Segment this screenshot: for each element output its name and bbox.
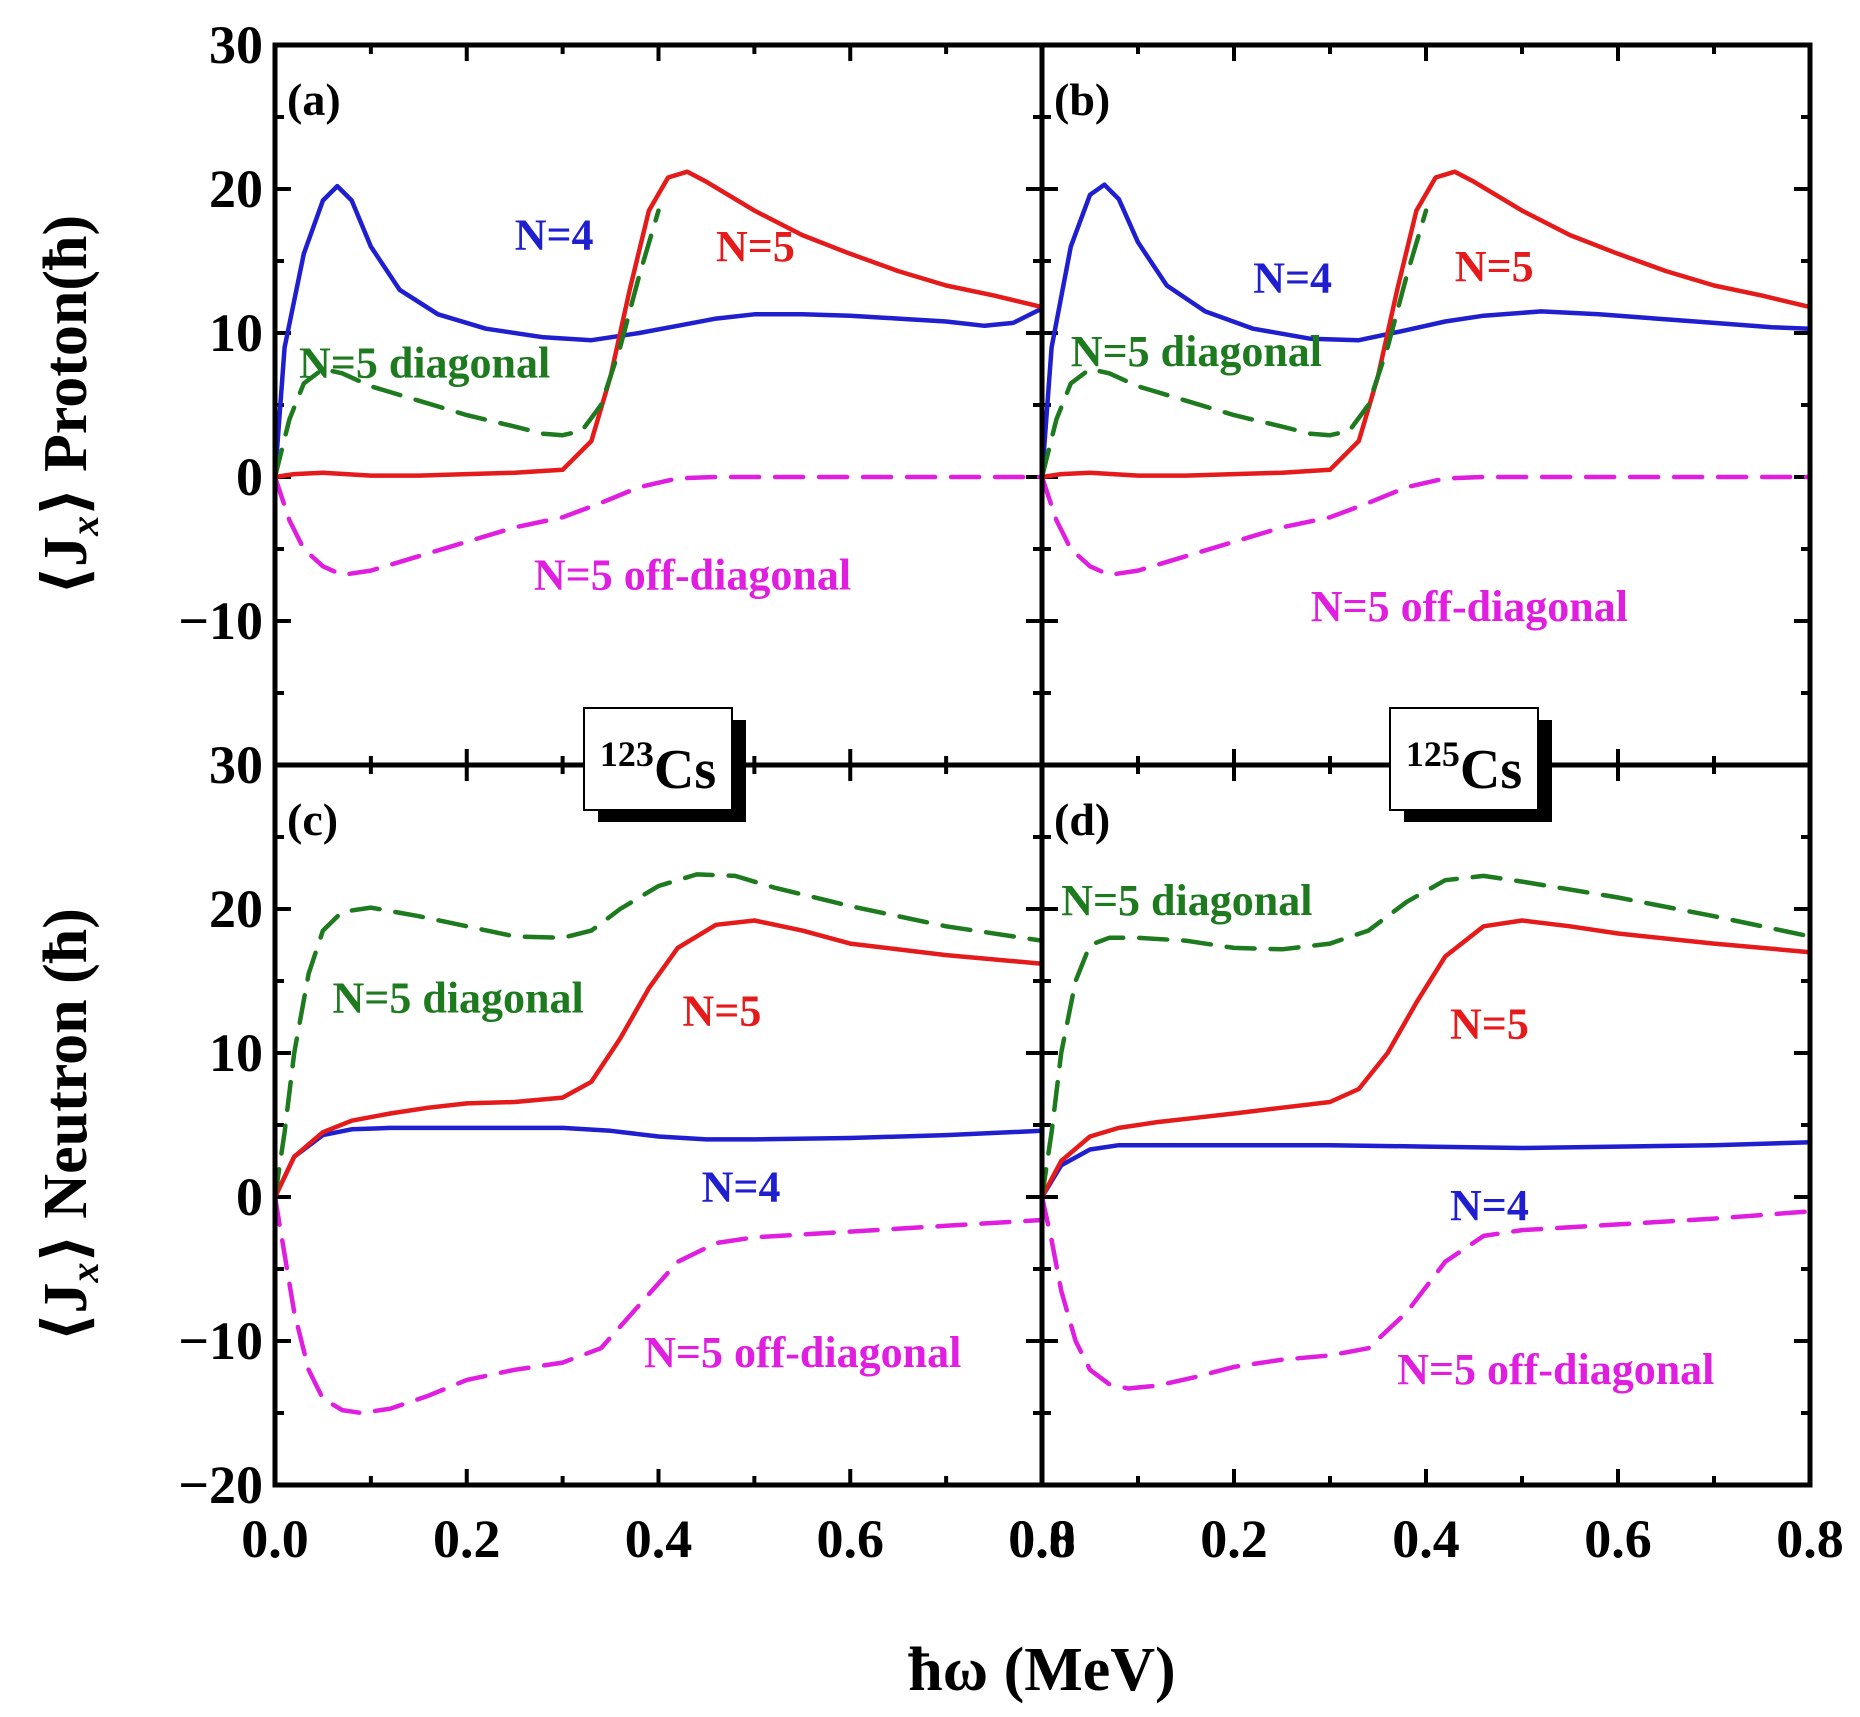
series-label-n-5-a: N=5 — [716, 222, 795, 271]
y-tick-label: −20 — [178, 1455, 263, 1515]
series-line-n-5-d — [1039, 918, 1813, 1200]
series-line-n-4-c — [272, 1125, 1045, 1200]
series-label-n-4-c: N=4 — [702, 1162, 781, 1211]
x-tick-label: 0.0 — [1008, 1509, 1076, 1569]
panels: 30 20 10 0 −10 (a) N=4 N=5 N=5 diagonal N=5 off-d… — [178, 15, 1844, 1569]
y-tick-label: 10 — [209, 1023, 263, 1083]
nucleus-label-123cs: 123Cs — [600, 734, 716, 801]
series-line-n-5-c — [272, 918, 1045, 1200]
x-tick-label: 0.4 — [625, 1509, 693, 1569]
series-label-n-5-off-diagonal-a: N=5 off-diagonal — [534, 550, 851, 599]
series-label-n-5-d: N=5 — [1450, 1000, 1529, 1049]
series-line-n-5-diagonal-b — [1039, 208, 1429, 480]
panel-a: 30 20 10 0 −10 (a) N=4 N=5 N=5 diagonal N=5 off-d… — [178, 15, 1045, 767]
x-tick-label: 0.6 — [817, 1509, 885, 1569]
nucleus-box-125cs: 125Cs — [1389, 707, 1552, 822]
x-tick-label: 0.2 — [1200, 1509, 1268, 1569]
y-tick-label: 30 — [209, 15, 263, 75]
x-axis-title: ħω (MeV) — [908, 1636, 1175, 1704]
series-line-n-5-diagonal-a — [272, 208, 661, 480]
x-tick-label: 0.8 — [1008, 1509, 1076, 1569]
series-label-n-5-diagonal-b: N=5 diagonal — [1071, 327, 1322, 376]
y-tick-label: 10 — [209, 303, 263, 363]
ticks-c — [273, 763, 1044, 1487]
series-label-n-5-b: N=5 — [1455, 242, 1534, 291]
ticks-b — [1040, 43, 1812, 767]
nucleus-box-123cs: 123Cs — [583, 707, 746, 822]
y-tick-label: 20 — [209, 159, 263, 219]
x-tick-label: 0.6 — [1584, 1509, 1652, 1569]
series-line-n-5-b — [1039, 169, 1813, 480]
y-tick-label: 0 — [236, 447, 263, 507]
series-line-n-5-off-diagonal-c — [272, 1194, 1045, 1416]
series-label-n-5-off-diagonal-d: N=5 off-diagonal — [1397, 1345, 1714, 1394]
panel-tag-a: (a) — [287, 74, 341, 125]
series-label-n-5-diagonal-c: N=5 diagonal — [333, 974, 584, 1023]
series-line-n-5-off-diagonal-a — [272, 474, 1045, 578]
x-tick-label: 0.2 — [433, 1509, 501, 1569]
y-tick-label: 20 — [209, 879, 263, 939]
series-line-n-4-a — [272, 183, 1045, 480]
y-tick-label: 0 — [236, 1167, 263, 1227]
panel-d: 0.0 0.2 0.4 0.6 0.8 (d) N=4 N=5 N=5 diagonal N=5 … — [1008, 763, 1844, 1569]
series-line-n-4-b — [1039, 182, 1813, 480]
series-label-n-5-c: N=5 — [682, 987, 761, 1036]
series-line-n-5-off-diagonal-d — [1039, 1194, 1813, 1391]
panel-tag-d: (d) — [1054, 794, 1110, 845]
panel-tag-c: (c) — [287, 794, 338, 845]
series-label-n-5-off-diagonal-c: N=5 off-diagonal — [644, 1328, 961, 1377]
series-label-n-4-d: N=4 — [1450, 1181, 1529, 1230]
ticks-a — [273, 43, 1044, 767]
series-line-n-5-off-diagonal-b — [1039, 474, 1813, 578]
panel-b: (b) N=4 N=5 N=5 diagonal N=5 off-diagonal — [1039, 43, 1813, 767]
nucleus-label-125cs: 125Cs — [1406, 734, 1522, 801]
series-label-n-5-off-diagonal-b: N=5 off-diagonal — [1311, 582, 1628, 631]
x-tick-label: 0.4 — [1392, 1509, 1460, 1569]
series-label-n-5-diagonal-d: N=5 diagonal — [1061, 876, 1312, 925]
x-tick-label: 0.8 — [1776, 1509, 1844, 1569]
panel-tag-b: (b) — [1054, 74, 1110, 125]
series-line-n-5-diagonal-d — [1039, 873, 1813, 1200]
series-label-n-5-diagonal-a: N=5 diagonal — [299, 339, 550, 388]
y-tick-label: 30 — [209, 735, 263, 795]
y-tick-label: −10 — [178, 1311, 263, 1371]
series-label-n-4-b: N=4 — [1253, 254, 1332, 303]
series-line-n-5-diagonal-c — [272, 872, 1045, 1200]
series-line-n-4-d — [1039, 1140, 1813, 1200]
y-axis-title-proton: ⟨Jx⟩ Proton(ħ) — [32, 215, 107, 595]
y-tick-label: −10 — [178, 591, 263, 651]
x-tick-label: 0.0 — [241, 1509, 309, 1569]
y-axis-title-neutron: ⟨Jx⟩ Neutron (ħ) — [32, 908, 107, 1342]
series-line-n-5-a — [272, 169, 1045, 480]
series-label-n-4-a: N=4 — [515, 210, 594, 259]
